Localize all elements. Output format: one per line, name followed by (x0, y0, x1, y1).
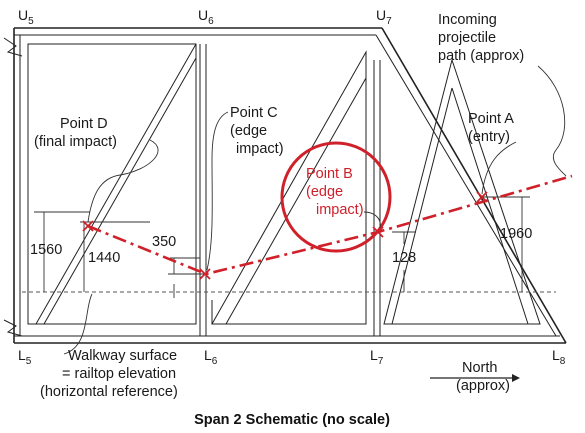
truss-frame (3, 27, 567, 344)
node-l6: L6 (204, 347, 218, 367)
point-b-marker (372, 226, 384, 238)
dim-350-label: 350 (152, 234, 176, 250)
panel-1-diagonal (35, 43, 197, 325)
walkway-label-line-3: (horizontal reference) (40, 384, 178, 400)
point-a-marker (476, 191, 488, 203)
north-label-line-1: North (462, 360, 497, 376)
leader-lines (63, 65, 567, 355)
end-post (381, 27, 567, 344)
node-l8: L8 (552, 347, 566, 367)
projectile-path-line (87, 174, 573, 276)
diagram-title: Span 2 Schematic (no scale) (194, 412, 390, 428)
node-u6: U6 (198, 7, 214, 27)
point-a-label-line-2: (entry) (468, 129, 510, 145)
panel-3-left-inner (391, 87, 453, 325)
leader-point-b (363, 211, 381, 229)
node-l5: L5 (18, 347, 32, 367)
point-a-label-line-1: Point A (468, 111, 514, 127)
node-l7: L7 (370, 347, 384, 367)
point-b-highlight-circle (280, 141, 392, 253)
point-d-label-line-2: (final impact) (34, 134, 117, 150)
node-u5: U5 (18, 7, 34, 27)
point-d-marker (82, 220, 94, 232)
node-labels: U5 U6 U7 L5 L6 L7 L8 (18, 7, 566, 367)
projectile-path (82, 141, 573, 280)
leader-walkway (63, 293, 93, 355)
point-b-label-line-2: (edge (306, 184, 343, 200)
point-c-label-line-3: impact) (236, 141, 284, 157)
point-c-label-line-2: (edge (230, 123, 267, 139)
leader-point-a (481, 141, 517, 195)
leader-incoming (537, 65, 567, 177)
incoming-label-line-3: path (approx) (438, 48, 524, 64)
point-c-label-line-1: Point C (230, 105, 278, 121)
point-c-marker (199, 268, 211, 280)
break-mark-bottom (3, 319, 23, 337)
break-mark-top (3, 37, 23, 57)
dim-1960-label: 1960 (500, 226, 532, 242)
dim-128-label: 128 (392, 250, 416, 266)
panel-3-triangle (383, 58, 541, 325)
panel-1-diagonal-inner (43, 57, 197, 325)
panel-3-right-inner (451, 87, 529, 325)
panel-2-triangle (211, 50, 367, 325)
walkway-label-line-2: = railtop elevation (62, 366, 176, 382)
leader-point-c (206, 111, 229, 271)
north-arrow-icon (430, 374, 520, 382)
dimensions: 1560 1440 350 1960 128 (30, 196, 532, 298)
panel-2-diagonal-inner (225, 77, 367, 325)
point-b-label-line-3: impact) (316, 202, 364, 218)
callouts: Incoming projectile path (approx) Point … (34, 12, 524, 400)
incoming-label-line-1: Incoming (438, 12, 497, 28)
point-d-label-line-1: Point D (60, 116, 108, 132)
dim-1440-label: 1440 (88, 250, 120, 266)
impact-markers (82, 191, 488, 280)
walkway-label-line-1: Walkway surface (68, 348, 177, 364)
panel-1-outline (27, 43, 197, 325)
north-label-line-2: (approx) (456, 378, 510, 394)
dim-1560-label: 1560 (30, 242, 62, 258)
point-b-label-line-1: Point B (306, 166, 353, 182)
end-post-inner (375, 34, 557, 337)
leader-point-d (87, 139, 159, 223)
incoming-label-line-2: projectile (438, 30, 496, 46)
node-u7: U7 (376, 7, 392, 27)
